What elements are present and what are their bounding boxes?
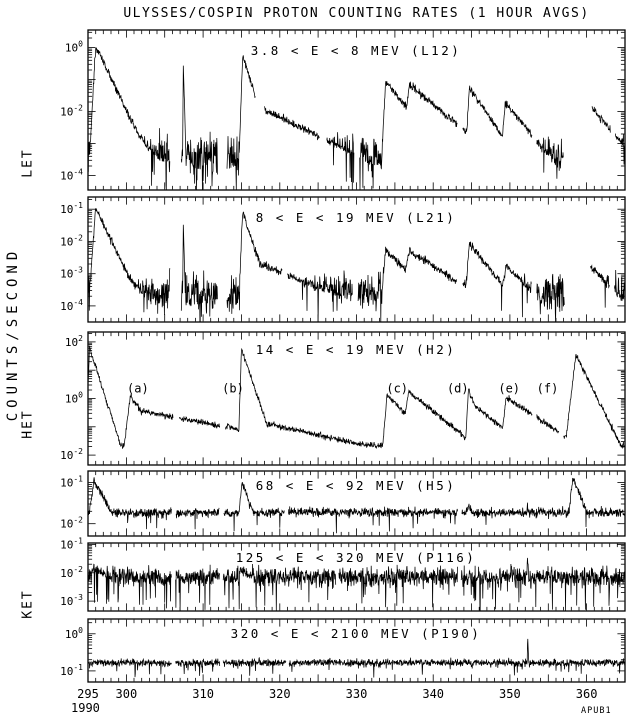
panel-l12: 100 10-2 10-4 3.8 < E < 8 MEV (L12) — [60, 29, 626, 191]
y-tick-label: 10-1 — [60, 663, 83, 678]
event-annotation: (b) — [222, 382, 244, 396]
panel-frame-h2 — [87, 331, 626, 466]
x-tick-label: 320 — [269, 687, 291, 701]
x-axis-year-label: 1990 — [71, 701, 100, 715]
series-l12 — [87, 47, 626, 191]
y-tick-label: 102 — [65, 334, 83, 349]
chart-title: ULYSSES/COSPIN PROTON COUNTING RATES (1 … — [123, 6, 590, 21]
series-p116 — [87, 557, 626, 612]
y-tick-label: 100 — [65, 626, 83, 641]
y-tick-label: 10-4 — [60, 168, 83, 183]
panel-l21: 10-1 10-2 10-3 10-4 8 < E < 19 MEV (L21) — [60, 196, 626, 323]
series-p190 — [87, 638, 626, 678]
panel-frame-h5 — [87, 470, 626, 537]
y-tick-label: 10-1 — [60, 201, 83, 216]
panel-p190: 100 10-1 320 < E < 2100 MEV (P190) — [60, 618, 626, 683]
panel-frame-l21 — [87, 196, 626, 323]
event-annotation: (c) — [386, 382, 408, 396]
ticks-p190 — [88, 619, 625, 682]
panel-p116: 10-1 10-2 10-3 125 < E < 320 MEV (P116) — [60, 536, 626, 612]
x-tick-label: 350 — [499, 687, 521, 701]
panel-frame-p190 — [87, 618, 626, 683]
panel-h5: 10-1 10-2 68 < E < 92 MEV (H5) — [60, 470, 626, 537]
series-h2 — [87, 345, 626, 450]
figure-id-label: APUB1 — [581, 706, 612, 716]
y-tick-label: 10-2 — [60, 447, 83, 462]
x-tick-label: 340 — [422, 687, 444, 701]
x-tick-label: 330 — [346, 687, 368, 701]
event-annotation: (a) — [127, 382, 149, 396]
y-tick-label: 10-3 — [60, 266, 83, 281]
y-tick-label: 10-3 — [60, 593, 83, 608]
x-tick-label: 360 — [576, 687, 598, 701]
y-tick-label: 10-4 — [60, 298, 83, 313]
y-tick-label: 10-2 — [60, 516, 83, 531]
panel-energy-label-h5: 68 < E < 92 MEV (H5) — [256, 478, 457, 493]
ticks-h5 — [88, 471, 625, 536]
event-annotation: (d) — [447, 382, 469, 396]
panel-energy-label-l12: 3.8 < E < 8 MEV (L12) — [251, 43, 462, 58]
panel-energy-label-h2: 14 < E < 19 MEV (H2) — [256, 342, 457, 357]
panel-energy-label-p116: 125 < E < 320 MEV (P116) — [236, 550, 477, 565]
ticks-h2 — [88, 332, 625, 465]
x-tick-label: 295 — [77, 687, 99, 701]
y-tick-label: 100 — [65, 40, 83, 55]
y-tick-label: 100 — [65, 391, 83, 406]
y-tick-label: 10-1 — [60, 475, 83, 490]
y-tick-label: 10-2 — [60, 104, 83, 119]
panel-energy-label-p190: 320 < E < 2100 MEV (P190) — [231, 626, 482, 641]
ticks-l12 — [88, 30, 625, 190]
x-tick-labels: 295 300 310 320 330 340 350 360 — [77, 687, 597, 701]
x-tick-label: 300 — [116, 687, 138, 701]
panel-energy-label-l21: 8 < E < 19 MEV (L21) — [256, 210, 457, 225]
y-tick-label: 10-2 — [60, 565, 83, 580]
y-tick-label: 10-2 — [60, 234, 83, 249]
series-h5 — [87, 477, 626, 534]
x-tick-label: 310 — [192, 687, 214, 701]
y-tick-label: 10-1 — [60, 536, 83, 551]
series-l21 — [87, 207, 626, 323]
panel-h2: 102 100 10-2 14 < E < 19 MEV (H2) (a) (b) (c) (… — [60, 331, 626, 466]
panel-frame-l12 — [87, 29, 626, 191]
event-annotation: (e) — [498, 382, 520, 396]
event-annotation: (f) — [537, 382, 559, 396]
